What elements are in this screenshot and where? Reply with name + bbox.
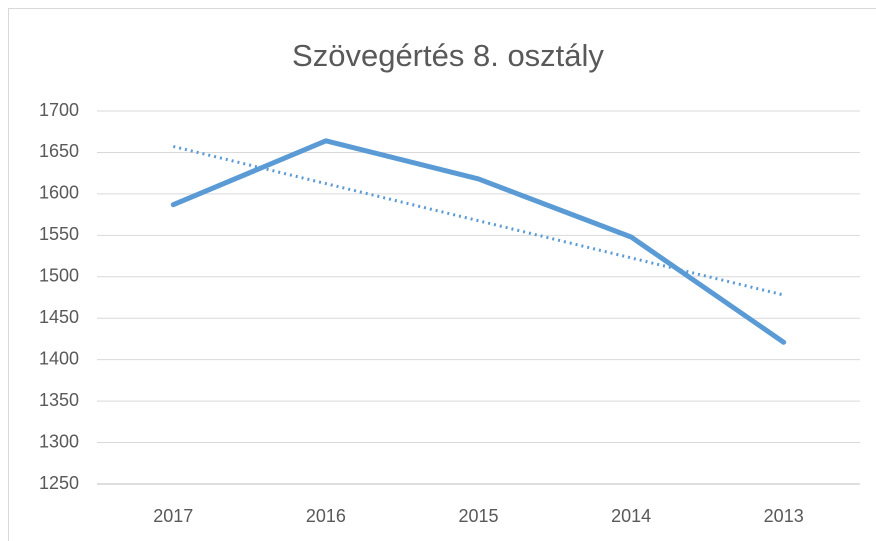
chart-border	[8, 8, 876, 541]
x-tick-label: 2015	[458, 506, 498, 526]
x-tick-label: 2017	[153, 506, 193, 526]
y-tick-label: 1300	[39, 431, 79, 451]
y-tick-label: 1650	[39, 141, 79, 161]
y-tick-label: 1250	[39, 473, 79, 493]
y-tick-label: 1600	[39, 183, 79, 203]
y-tick-label: 1350	[39, 390, 79, 410]
x-tick-label: 2016	[306, 506, 346, 526]
y-tick-label: 1500	[39, 266, 79, 286]
y-tick-label: 1400	[39, 348, 79, 368]
x-tick-label: 2013	[764, 506, 804, 526]
y-tick-label: 1450	[39, 307, 79, 327]
y-tick-label: 1700	[39, 100, 79, 120]
y-tick-label: 1550	[39, 224, 79, 244]
chart-title: Szövegértés 8. osztály	[292, 38, 604, 73]
trendline	[172, 145, 785, 297]
data-line	[170, 138, 787, 345]
x-tick-label: 2014	[611, 506, 651, 526]
